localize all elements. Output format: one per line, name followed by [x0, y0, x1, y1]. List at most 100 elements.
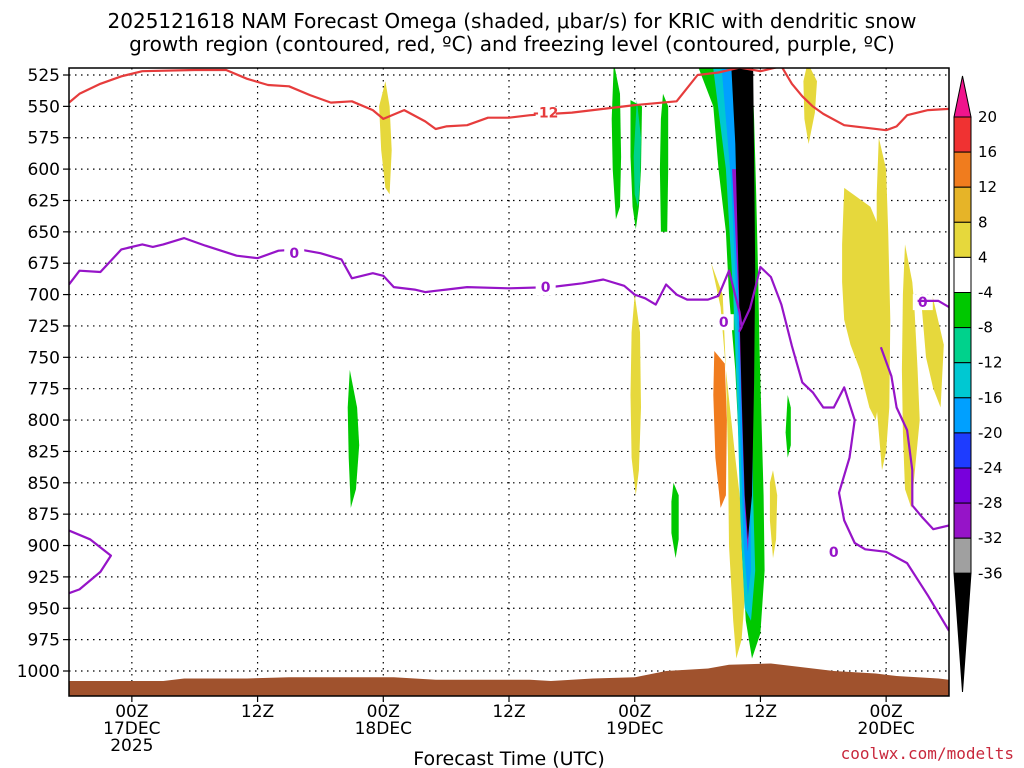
omega-region — [920, 294, 944, 408]
x-tick-label: 12Z — [492, 702, 525, 722]
colorbar-label: -28 — [978, 494, 1003, 512]
y-tick-label: 525 — [28, 66, 60, 86]
omega-region — [711, 263, 746, 659]
y-tick-label: 650 — [28, 223, 60, 243]
colorbar-label: -8 — [978, 319, 993, 337]
x-tick-label: 00Z — [618, 702, 651, 722]
y-tick-label: 800 — [28, 411, 60, 431]
y-tick-label: 750 — [28, 348, 60, 368]
colorbar-swatch — [953, 362, 972, 399]
y-tick-label: 850 — [28, 474, 60, 494]
omega-region — [901, 244, 920, 508]
chart-title-line-2: growth region (contoured, red, ºC) and f… — [129, 32, 895, 56]
contour-label-bg — [713, 314, 734, 331]
contour-label-bg — [535, 279, 556, 296]
plot-background — [69, 68, 949, 696]
colorbar-swatch — [953, 537, 972, 574]
y-tick-label: 950 — [28, 599, 60, 619]
colorbar-label: -20 — [978, 424, 1003, 442]
colorbar-swatch — [953, 572, 972, 693]
colorbar-swatch — [953, 467, 972, 504]
colorbar-label: 8 — [978, 213, 988, 231]
x-tick-label: 00Z — [367, 702, 400, 722]
y-axis: 525 550 575 600 625 650 675 700 725 750 775 800 825 8… — [17, 66, 69, 682]
contour-label: 0 — [829, 545, 839, 561]
contours: -12 0 0 0 0 0 — [69, 68, 949, 632]
contour-line — [917, 299, 949, 309]
x-tick-label: 00Z — [115, 702, 148, 722]
x-tick-label: 00Z — [870, 702, 903, 722]
y-tick-label: 975 — [28, 631, 60, 651]
y-tick-label: 725 — [28, 317, 60, 337]
colorbar-label: -24 — [978, 459, 1003, 477]
colorbar-swatch — [953, 151, 972, 188]
x-tick-label: 2025 — [110, 736, 153, 756]
omega-region — [630, 294, 641, 496]
colorbar-label: -4 — [978, 284, 993, 302]
x-tick-label: 17DEC — [103, 719, 160, 739]
y-tick-label: 625 — [28, 191, 60, 211]
contour-label: 0 — [719, 315, 729, 331]
colorbar-label: -16 — [978, 389, 1003, 407]
contour-label: -12 — [533, 106, 558, 122]
omega-region — [659, 93, 669, 232]
terrain-layer — [69, 663, 949, 696]
y-tick-label: 925 — [28, 568, 60, 588]
colorbar: 20 16 12 8 4 -4 -8 -12 -16 -20 -24 -28 -32 -36 — [953, 75, 1003, 693]
chart-title-line-1: 2025121618 NAM Forecast Omega (shaded, μ… — [108, 9, 917, 33]
omega-region — [611, 68, 622, 220]
contour-label-bg — [912, 294, 933, 311]
x-axis-title: Forecast Time (UTC) — [413, 748, 604, 768]
contour-label-bg — [823, 543, 844, 560]
contour-label-bg — [284, 245, 305, 262]
y-tick-label: 775 — [28, 380, 60, 400]
colorbar-swatch — [953, 432, 972, 469]
contour-line — [69, 68, 949, 132]
omega-region — [785, 395, 791, 458]
colorbar-label: -12 — [978, 354, 1003, 372]
x-tick-label: 18DEC — [355, 719, 412, 739]
colorbar-swatch — [953, 116, 972, 153]
colorbar-swatch — [953, 256, 972, 293]
y-tick-label: 700 — [28, 286, 60, 306]
colorbar-swatch — [953, 75, 972, 118]
credit-text: coolwx.com/modelts — [841, 744, 1014, 763]
y-tick-label: 550 — [28, 97, 60, 117]
y-tick-label: 575 — [28, 129, 60, 149]
y-tick-label: 825 — [28, 442, 60, 462]
omega-region — [842, 187, 887, 421]
y-tick-label: 875 — [28, 505, 60, 525]
colorbar-swatch — [953, 327, 972, 364]
contour-label: 0 — [289, 246, 299, 262]
colorbar-swatch — [953, 397, 972, 434]
x-tick-label: 12Z — [241, 702, 274, 722]
contour-label: 0 — [918, 295, 928, 311]
colorbar-label: 12 — [978, 178, 997, 196]
plot-area: -12 0 0 0 0 0 — [69, 68, 949, 696]
omega-region — [731, 68, 756, 540]
colorbar-swatch — [953, 186, 972, 223]
colorbar-swatch — [953, 502, 972, 539]
x-tick-label: 19DEC — [606, 719, 663, 739]
omega-region — [713, 351, 727, 508]
y-tick-label: 900 — [28, 537, 60, 557]
omega-region — [769, 470, 778, 559]
omega-region — [671, 482, 679, 559]
colorbar-swatch — [953, 221, 972, 258]
contour-line — [69, 529, 113, 595]
contour-label: 0 — [541, 280, 551, 296]
y-tick-label: 1000 — [17, 662, 60, 682]
colorbar-label: 4 — [978, 248, 988, 266]
omega-shading — [347, 68, 944, 659]
contour-line — [69, 237, 949, 632]
colorbar-label: -36 — [978, 564, 1003, 582]
contour-line — [879, 346, 949, 531]
colorbar-swatch — [953, 292, 972, 329]
x-tick-label: 20DEC — [857, 719, 914, 739]
colorbar-label: 20 — [978, 108, 997, 126]
omega-region — [347, 369, 360, 508]
omega-region — [803, 68, 817, 144]
y-tick-label: 675 — [28, 254, 60, 274]
